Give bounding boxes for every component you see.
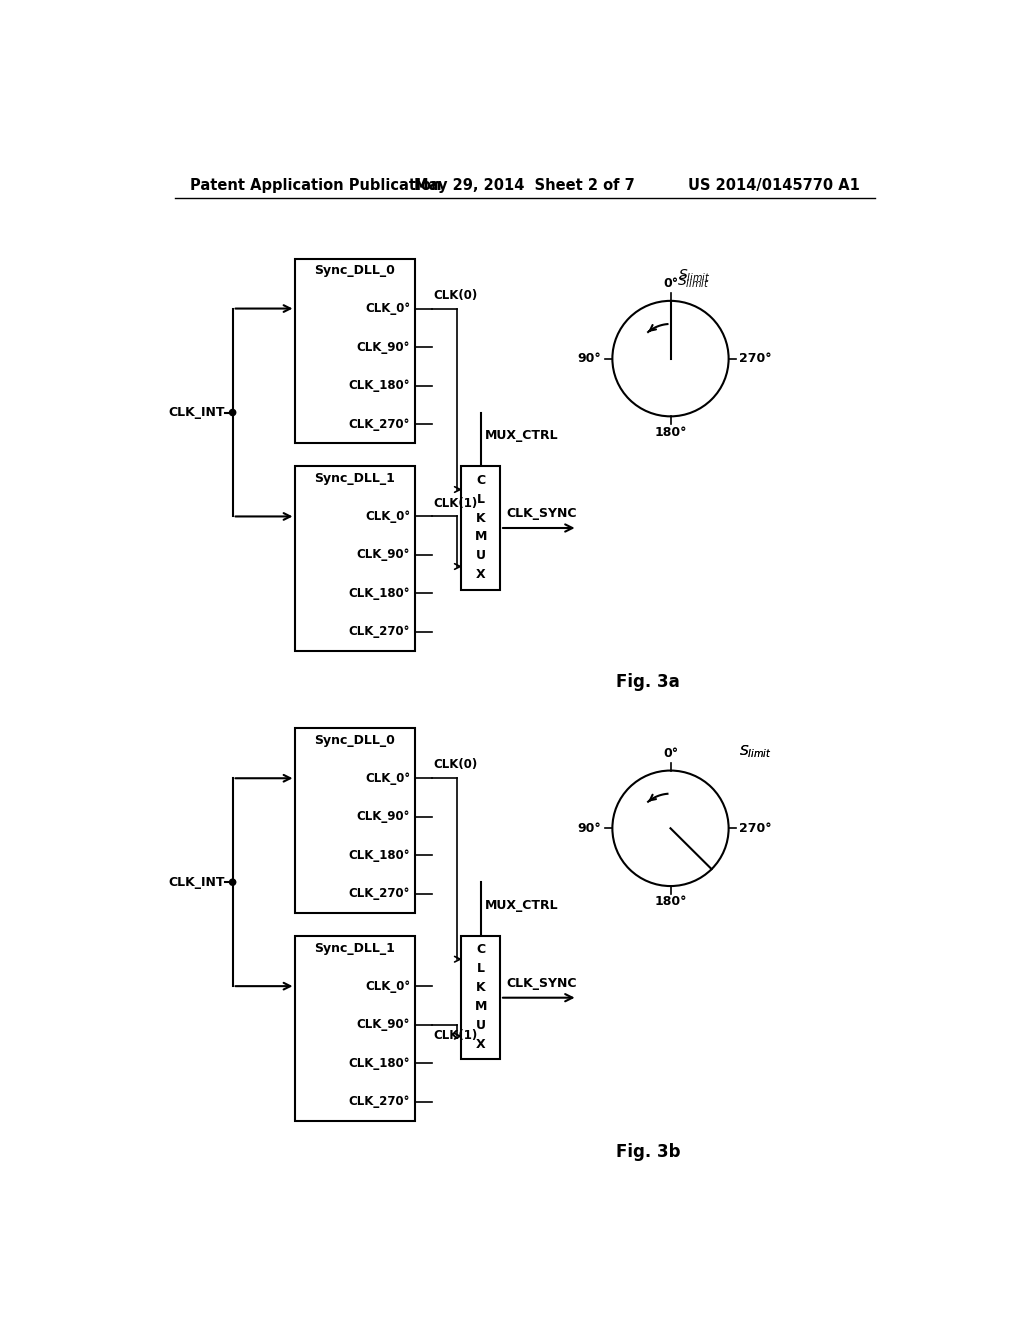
Text: 90°: 90°: [578, 352, 601, 366]
Text: CLK_INT: CLK_INT: [168, 875, 225, 888]
Bar: [295, 729, 415, 913]
Text: X: X: [476, 568, 485, 581]
Text: CLK(0): CLK(0): [433, 289, 477, 302]
Text: C: C: [476, 474, 485, 487]
Text: CLK_270°: CLK_270°: [349, 626, 410, 639]
Text: CLK(1): CLK(1): [433, 496, 477, 510]
Text: CLK_270°: CLK_270°: [349, 417, 410, 430]
Text: 0°: 0°: [663, 277, 678, 290]
Text: $S_{limit}$: $S_{limit}$: [677, 273, 710, 290]
Text: CLK_SYNC: CLK_SYNC: [506, 977, 577, 990]
Text: K: K: [476, 512, 485, 524]
Text: Sync_DLL_0: Sync_DLL_0: [314, 734, 395, 747]
Text: CLK_0°: CLK_0°: [365, 979, 410, 993]
Bar: [295, 259, 415, 444]
Text: CLK_0°: CLK_0°: [365, 302, 410, 315]
Text: MUX_CTRL: MUX_CTRL: [485, 899, 559, 912]
Text: $S_{limit}$: $S_{limit}$: [739, 743, 772, 760]
Text: 270°: 270°: [739, 822, 772, 834]
Text: CLK_INT: CLK_INT: [168, 407, 225, 418]
Circle shape: [229, 879, 236, 886]
Text: MUX_CTRL: MUX_CTRL: [485, 429, 559, 442]
Bar: [461, 936, 500, 1059]
Text: X: X: [476, 1038, 485, 1051]
Bar: [461, 466, 500, 590]
Text: Sync_DLL_0: Sync_DLL_0: [314, 264, 395, 277]
Text: CLK_180°: CLK_180°: [348, 849, 410, 862]
Text: CLK_0°: CLK_0°: [365, 510, 410, 523]
Text: CLK_90°: CLK_90°: [356, 810, 410, 824]
Text: 270°: 270°: [739, 352, 772, 366]
Text: Patent Application Publication: Patent Application Publication: [190, 178, 441, 193]
Text: M: M: [474, 531, 486, 544]
Text: K: K: [476, 981, 485, 994]
Bar: [295, 936, 415, 1121]
Text: CLK_0°: CLK_0°: [365, 772, 410, 785]
Text: $S_{limit}$: $S_{limit}$: [739, 743, 772, 760]
Text: 180°: 180°: [654, 895, 687, 908]
Text: US 2014/0145770 A1: US 2014/0145770 A1: [688, 178, 859, 193]
Text: Fig. 3a: Fig. 3a: [616, 673, 680, 690]
Text: CLK_90°: CLK_90°: [356, 548, 410, 561]
Text: CLK_90°: CLK_90°: [356, 341, 410, 354]
Text: CLK_SYNC: CLK_SYNC: [506, 507, 577, 520]
Text: M: M: [474, 1001, 486, 1014]
Text: U: U: [475, 549, 485, 562]
Text: Sync_DLL_1: Sync_DLL_1: [314, 942, 395, 954]
Text: CLK_180°: CLK_180°: [348, 1056, 410, 1069]
Text: 180°: 180°: [654, 425, 687, 438]
Text: $S_{limit}$: $S_{limit}$: [678, 268, 711, 284]
Text: Fig. 3b: Fig. 3b: [616, 1143, 681, 1160]
Text: L: L: [476, 962, 484, 975]
Text: 90°: 90°: [578, 822, 601, 834]
Text: CLK(1): CLK(1): [433, 1030, 477, 1043]
Text: 0°: 0°: [663, 747, 678, 760]
Text: U: U: [475, 1019, 485, 1032]
Text: CLK_180°: CLK_180°: [348, 587, 410, 601]
Text: CLK_90°: CLK_90°: [356, 1018, 410, 1031]
Text: C: C: [476, 944, 485, 957]
Text: CLK_270°: CLK_270°: [349, 887, 410, 900]
Bar: [295, 466, 415, 651]
Text: L: L: [476, 492, 484, 506]
Text: Sync_DLL_1: Sync_DLL_1: [314, 473, 395, 486]
Text: CLK_270°: CLK_270°: [349, 1096, 410, 1109]
Text: May 29, 2014  Sheet 2 of 7: May 29, 2014 Sheet 2 of 7: [415, 178, 635, 193]
Text: CLK_180°: CLK_180°: [348, 379, 410, 392]
Circle shape: [229, 409, 236, 416]
Text: CLK(0): CLK(0): [433, 758, 477, 771]
